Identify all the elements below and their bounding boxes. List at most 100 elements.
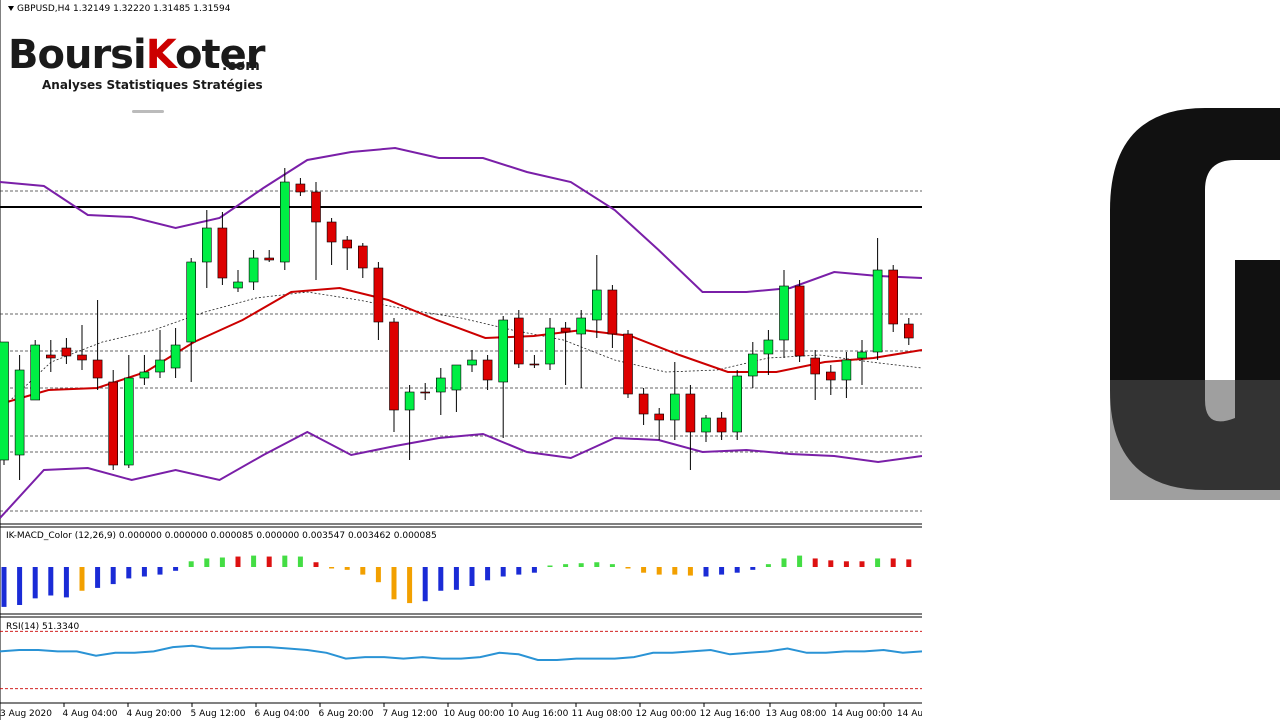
symbol-line: GBPUSD,H4 1.32149 1.32220 1.31485 1.3159… (17, 4, 231, 14)
macd-bar (859, 561, 865, 567)
bearish-candle (482, 359, 493, 381)
bullish-candle (732, 375, 743, 433)
chart-svg[interactable]: 3 Aug 2020 4 Aug 04:00 4 Aug 20:00 5 Aug 12… (0, 0, 922, 720)
bearish-candle (685, 393, 696, 433)
macd-bar (641, 567, 647, 573)
large-g-graphic-icon (1110, 108, 1280, 500)
logo-underline (132, 110, 164, 113)
macd-bar (797, 555, 803, 567)
bullish-candle (435, 377, 446, 393)
x-tick-label: 12 Aug 16:00 (700, 709, 761, 719)
macd-bar (469, 567, 475, 586)
macd-bar (734, 567, 740, 573)
bearish-candle (654, 413, 665, 421)
macd-bar (32, 567, 38, 599)
symbol-header: GBPUSD,H4 1.32149 1.32220 1.31485 1.3159… (8, 4, 230, 14)
x-tick-label: 10 Aug 00:00 (444, 709, 505, 719)
macd-bar (157, 567, 163, 575)
bearish-candle (342, 239, 353, 249)
bullish-candle (763, 339, 774, 355)
bearish-candle (825, 371, 836, 381)
bullish-candle (233, 281, 243, 289)
macd-bar (765, 564, 771, 567)
macd-bar (812, 558, 818, 567)
x-tick-label: 13 Aug 08:00 (766, 709, 827, 719)
bearish-candle (529, 363, 540, 366)
macd-bar (329, 567, 335, 569)
bullish-candle (14, 369, 25, 456)
bearish-candle (61, 347, 72, 357)
macd-bar (890, 558, 896, 567)
x-tick-label: 7 Aug 12:00 (383, 709, 438, 719)
bearish-candle (92, 359, 103, 379)
x-tick-label: 12 Aug 00:00 (636, 709, 697, 719)
macd-bar (407, 567, 413, 604)
macd-bar (578, 563, 584, 567)
bearish-candle (357, 245, 368, 269)
x-tick-label: 4 Aug 20:00 (127, 709, 182, 719)
bullish-candle (124, 377, 134, 466)
macd-bar (17, 567, 23, 605)
logo-part1: Boursi (8, 32, 147, 78)
macd-bar (703, 567, 709, 577)
bearish-candle (420, 391, 431, 394)
bearish-candle (888, 269, 899, 325)
bollinger-lower-band (0, 430, 922, 519)
bullish-candle (498, 319, 509, 383)
macd-bar (485, 567, 491, 581)
chart-area[interactable]: 3 Aug 2020 4 Aug 04:00 4 Aug 20:00 5 Aug 12… (0, 0, 922, 720)
bearish-candle (217, 227, 228, 279)
bullish-candle (248, 257, 259, 283)
macd-bar (375, 567, 381, 583)
macd-bar (95, 567, 101, 588)
macd-bar (687, 567, 693, 576)
macd-bar (1, 567, 7, 607)
macd-header: IK-MACD_Color (12,26,9) 0.000000 0.00000… (6, 531, 437, 541)
bullish-candle (139, 371, 150, 379)
bearish-candle (77, 354, 87, 361)
macd-bar (781, 558, 787, 567)
macd-bar (547, 565, 553, 567)
bearish-candle (264, 257, 275, 261)
bullish-candle (591, 289, 602, 321)
macd-bar (360, 567, 366, 575)
x-tick-label: 14 Au (897, 709, 922, 719)
bearish-candle (513, 317, 524, 365)
x-tick-label: 11 Aug 08:00 (572, 709, 633, 719)
macd-bar (235, 556, 241, 567)
logo-k: K (145, 32, 176, 78)
macd-bar (188, 561, 194, 567)
macd-bar (79, 567, 85, 591)
macd-bar (656, 567, 662, 575)
bullish-candle (30, 344, 41, 401)
bullish-candle (279, 181, 290, 263)
macd-bar (422, 567, 428, 602)
bullish-candle (857, 351, 867, 359)
macd-bar (625, 567, 631, 569)
logo-tagline: Analyses Statistiques Stratégies (42, 78, 263, 92)
bullish-candle (186, 261, 196, 343)
bearish-candle (560, 327, 571, 333)
macd-bar (563, 564, 569, 567)
logo-wordmark: BoursiKoter (8, 32, 265, 78)
macd-bar (173, 567, 179, 571)
bearish-candle (638, 393, 649, 415)
bullish-candle (701, 417, 711, 433)
brand-logo: BoursiKoter .com Analyses Statistiques S… (8, 32, 265, 118)
bearish-candle (295, 183, 306, 193)
x-tick-label: 14 Aug 00:00 (832, 709, 893, 719)
bearish-candle (623, 333, 633, 395)
bollinger-upper-band (0, 146, 922, 293)
bullish-candle (779, 285, 789, 341)
logo-suffix: .com (222, 58, 260, 74)
macd-bar (843, 561, 849, 567)
bearish-candle (311, 191, 321, 223)
dropdown-triangle-icon[interactable] (8, 6, 14, 11)
bearish-candle (794, 285, 805, 357)
macd-bar (63, 567, 69, 598)
x-tick-label: 6 Aug 20:00 (319, 709, 374, 719)
bullish-candle (872, 269, 883, 353)
macd-bar (453, 567, 459, 590)
macd-bar (344, 567, 350, 570)
macd-bar (126, 567, 132, 579)
